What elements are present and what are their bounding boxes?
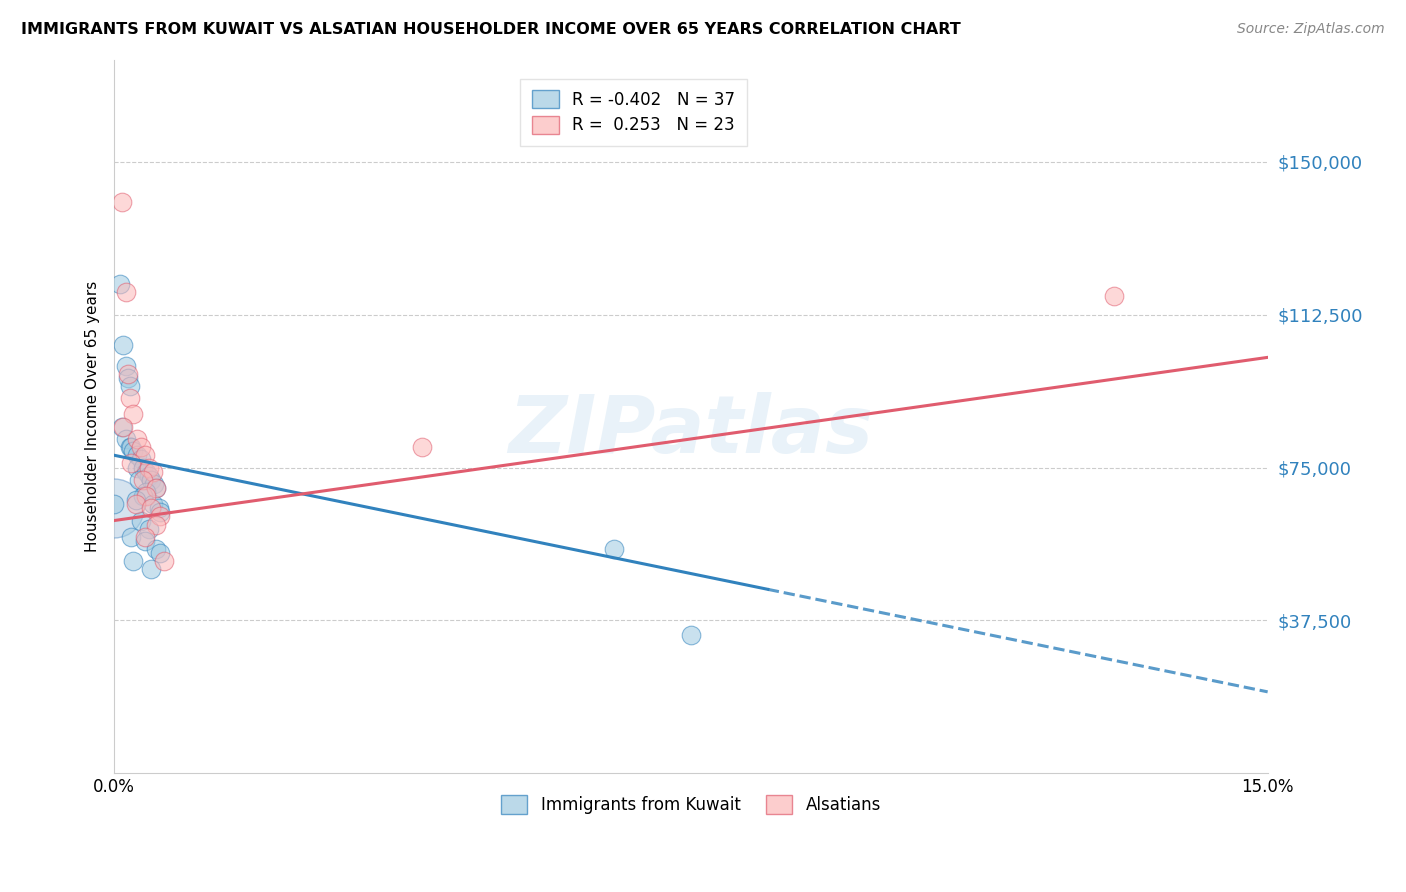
Point xyxy=(132,473,155,487)
Point xyxy=(112,338,135,352)
Point xyxy=(122,444,145,458)
Point xyxy=(138,460,160,475)
Point xyxy=(132,489,155,503)
Point xyxy=(134,530,156,544)
Point xyxy=(103,501,125,516)
Y-axis label: Householder Income Over 65 years: Householder Income Over 65 years xyxy=(86,281,100,552)
Point xyxy=(132,460,155,475)
Point xyxy=(129,514,152,528)
Point xyxy=(120,457,142,471)
Point xyxy=(138,468,160,483)
Point xyxy=(117,367,139,381)
Point xyxy=(129,452,152,467)
Point xyxy=(120,530,142,544)
Point xyxy=(125,493,148,508)
Point xyxy=(142,465,165,479)
Point xyxy=(139,473,162,487)
Point xyxy=(122,554,145,568)
Point xyxy=(134,533,156,548)
Point xyxy=(127,448,149,462)
Point xyxy=(118,391,141,405)
Text: Source: ZipAtlas.com: Source: ZipAtlas.com xyxy=(1237,22,1385,37)
Point xyxy=(111,419,134,434)
Point xyxy=(129,440,152,454)
Legend: Immigrants from Kuwait, Alsatians: Immigrants from Kuwait, Alsatians xyxy=(489,784,893,826)
Point xyxy=(118,379,141,393)
Point xyxy=(148,501,170,516)
Point xyxy=(149,505,172,519)
Point xyxy=(112,419,135,434)
Point xyxy=(145,542,167,557)
Point xyxy=(120,440,142,454)
Point xyxy=(127,460,149,475)
Point xyxy=(111,195,134,210)
Point xyxy=(142,497,165,511)
Point xyxy=(149,509,172,524)
Point xyxy=(411,440,433,454)
Point xyxy=(139,562,162,576)
Point xyxy=(125,497,148,511)
Point xyxy=(135,465,157,479)
Point xyxy=(134,448,156,462)
Point xyxy=(118,440,141,454)
Point xyxy=(117,371,139,385)
Point xyxy=(145,481,167,495)
Point xyxy=(128,473,150,487)
Point xyxy=(127,432,149,446)
Point xyxy=(145,481,167,495)
Point xyxy=(1102,289,1125,303)
Text: ZIPatlas: ZIPatlas xyxy=(509,392,873,470)
Point xyxy=(153,554,176,568)
Point xyxy=(679,628,702,642)
Point xyxy=(110,277,132,291)
Point xyxy=(149,546,172,560)
Point xyxy=(139,501,162,516)
Text: IMMIGRANTS FROM KUWAIT VS ALSATIAN HOUSEHOLDER INCOME OVER 65 YEARS CORRELATION : IMMIGRANTS FROM KUWAIT VS ALSATIAN HOUSE… xyxy=(21,22,960,37)
Point xyxy=(114,359,136,373)
Point xyxy=(114,285,136,299)
Point xyxy=(114,432,136,446)
Point xyxy=(138,522,160,536)
Point xyxy=(135,485,157,500)
Point xyxy=(103,497,125,511)
Point xyxy=(122,408,145,422)
Point xyxy=(135,489,157,503)
Point xyxy=(143,476,166,491)
Point xyxy=(603,542,626,557)
Point xyxy=(145,517,167,532)
